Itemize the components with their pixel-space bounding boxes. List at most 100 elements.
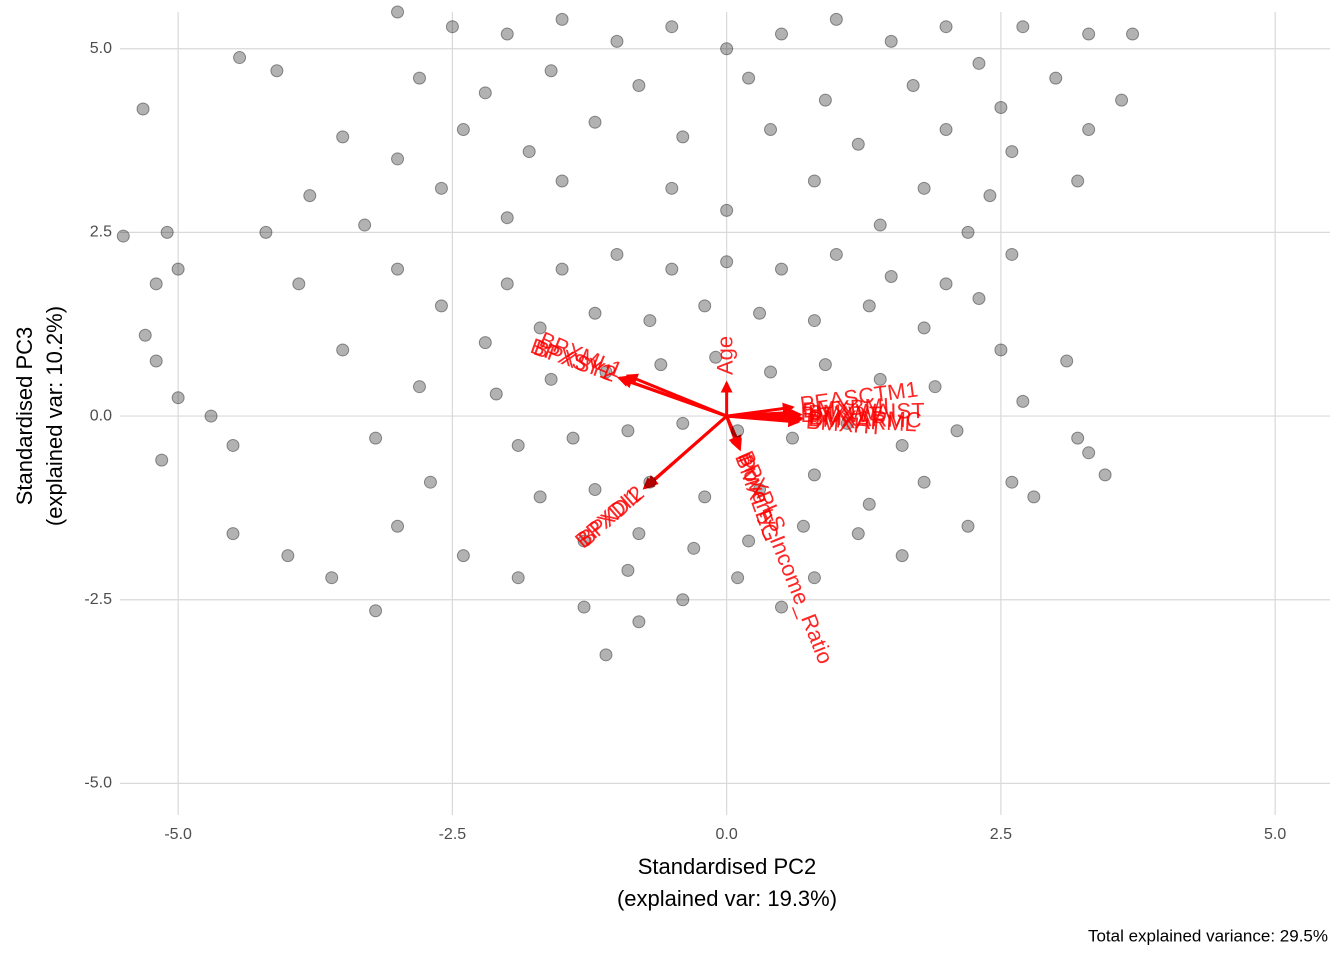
point	[259, 225, 273, 239]
point	[665, 20, 679, 34]
arrow-label: BMXARML	[808, 406, 918, 436]
point	[1082, 123, 1096, 137]
arrow-label: BMXHT	[805, 408, 884, 439]
point	[478, 86, 492, 100]
point	[533, 490, 547, 504]
point	[544, 64, 558, 78]
point	[873, 218, 887, 232]
point	[632, 527, 646, 541]
point	[226, 438, 240, 452]
point	[972, 56, 986, 70]
point	[588, 115, 602, 129]
point	[720, 42, 734, 56]
point	[643, 314, 657, 328]
point	[445, 20, 459, 34]
point	[555, 12, 569, 26]
point	[851, 137, 865, 151]
point	[1016, 20, 1030, 34]
point	[994, 101, 1008, 115]
point	[292, 277, 306, 291]
point	[599, 365, 613, 379]
point	[511, 571, 525, 585]
point	[226, 527, 240, 541]
point	[303, 189, 317, 203]
point	[829, 12, 843, 26]
point	[807, 174, 821, 188]
point	[233, 51, 247, 65]
point	[895, 549, 909, 563]
point	[423, 475, 437, 489]
point	[500, 27, 514, 41]
point	[873, 372, 887, 386]
point	[149, 354, 163, 368]
point	[155, 453, 169, 467]
point	[412, 380, 426, 394]
point	[939, 277, 953, 291]
point	[731, 424, 745, 438]
point	[599, 648, 613, 662]
point	[807, 468, 821, 482]
point	[983, 189, 997, 203]
point	[818, 358, 832, 372]
point	[862, 299, 876, 313]
x-tick-label: -2.5	[439, 826, 467, 843]
point	[577, 534, 591, 548]
point	[665, 181, 679, 195]
point	[698, 490, 712, 504]
point	[862, 497, 876, 511]
point	[1082, 446, 1096, 460]
point	[1115, 93, 1129, 107]
point	[654, 358, 668, 372]
point	[665, 262, 679, 276]
point	[961, 519, 975, 533]
point	[676, 593, 690, 607]
grid	[120, 12, 1330, 815]
caption: Total explained variance: 29.5%	[1088, 926, 1328, 945]
x-tick-label: 0.0	[716, 826, 738, 843]
point	[566, 431, 580, 445]
point	[829, 247, 843, 261]
point	[281, 549, 295, 563]
point	[500, 211, 514, 225]
point	[676, 416, 690, 430]
point	[138, 328, 152, 342]
point	[1005, 475, 1019, 489]
point	[632, 615, 646, 629]
point	[687, 541, 701, 555]
point	[785, 431, 799, 445]
y-tick-label: 5.0	[90, 40, 112, 57]
point	[391, 5, 405, 19]
point	[412, 71, 426, 85]
point	[610, 34, 624, 48]
loading-arrow	[726, 414, 801, 428]
point	[434, 181, 448, 195]
point	[270, 64, 284, 78]
point	[325, 571, 339, 585]
point	[1082, 27, 1096, 41]
point	[1005, 145, 1019, 159]
point	[116, 229, 130, 243]
point	[698, 299, 712, 313]
point	[906, 78, 920, 92]
point	[500, 277, 514, 291]
point	[369, 431, 383, 445]
y-tick-label: -5.0	[84, 775, 112, 792]
point	[994, 343, 1008, 357]
point	[1049, 71, 1063, 85]
arrow-label: BMXARMC	[809, 404, 922, 432]
y-tick-label: 0.0	[90, 407, 112, 424]
point	[149, 277, 163, 291]
point	[391, 152, 405, 166]
point	[1071, 431, 1085, 445]
point	[1126, 27, 1140, 41]
x-tick-label: 5.0	[1264, 826, 1286, 843]
point	[434, 299, 448, 313]
point	[764, 123, 778, 137]
point	[774, 600, 788, 614]
point	[917, 475, 931, 489]
arrow-label: BMXWAIST	[808, 398, 925, 425]
point	[731, 571, 745, 585]
point	[884, 34, 898, 48]
point	[358, 218, 372, 232]
point	[972, 292, 986, 306]
